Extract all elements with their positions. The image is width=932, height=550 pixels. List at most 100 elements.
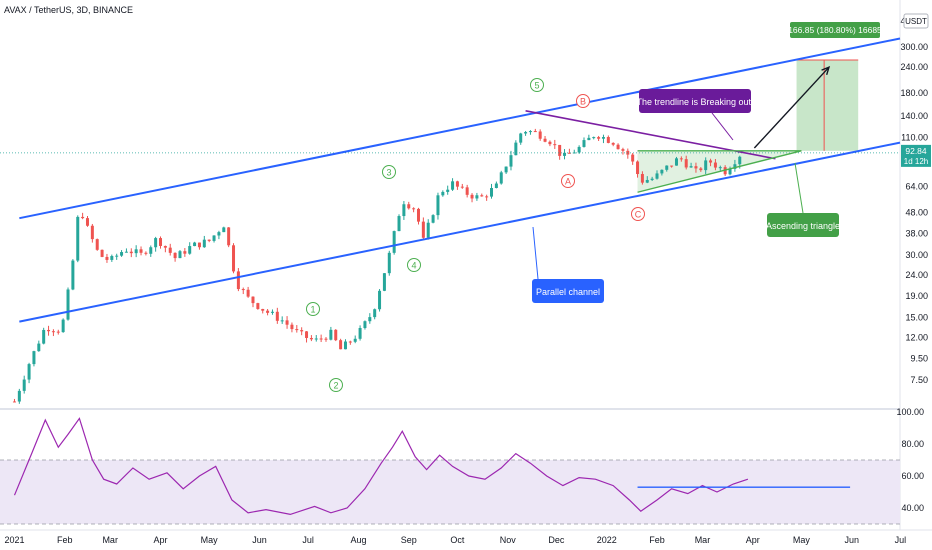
candle-body [738, 156, 742, 165]
candle-body [178, 251, 182, 259]
candle-body [42, 329, 46, 344]
price-tick-label: 15.00 [905, 312, 928, 322]
candle-body [397, 216, 401, 232]
candle-body [266, 310, 270, 313]
time-tick-label: Feb [57, 535, 73, 545]
candle-body [572, 152, 576, 154]
candle-body [285, 320, 289, 325]
candle-body [679, 158, 683, 160]
price-tick-label: 24.00 [905, 270, 928, 280]
candle-body [426, 222, 430, 238]
candle-body [713, 162, 717, 168]
candle-body [95, 239, 99, 250]
candle-body [163, 245, 167, 248]
candle-body [509, 155, 513, 167]
rsi-line [13, 417, 749, 516]
wave-label-c: C [631, 207, 645, 221]
projection-arrowhead [821, 66, 831, 76]
candle-body [358, 328, 362, 339]
price-tick-label: 240.00 [900, 62, 928, 72]
candle-body [392, 231, 396, 253]
candle-body [514, 142, 518, 156]
candle-body [577, 146, 581, 153]
candle-body [470, 194, 474, 199]
candle-body [490, 188, 494, 197]
candle-body [197, 242, 201, 248]
candle-body [168, 247, 172, 253]
candle-body [105, 256, 109, 260]
projection-arrow[interactable] [753, 66, 830, 149]
countdown-value: 1d 12h [904, 157, 928, 166]
time-tick-label: 2022 [597, 535, 617, 545]
candle-body [431, 215, 435, 223]
triangle-callout[interactable]: Ascending triangle [766, 162, 840, 237]
candle-body [270, 311, 274, 313]
candle-body [373, 309, 377, 318]
price-tick-label: 180.00 [900, 88, 928, 98]
triangle-support-line[interactable] [637, 150, 802, 193]
wave-label-a: A [561, 174, 575, 188]
trendline-callout[interactable]: The trendline is Breaking out! [636, 89, 754, 141]
candle-body [684, 159, 688, 168]
rsi-axis[interactable]: 100.00 80.00 60.00 40.00 [896, 407, 924, 513]
currency-badge[interactable]: USDT [903, 13, 929, 29]
candle-body [202, 239, 206, 248]
candle-body [275, 311, 279, 321]
channel-callout[interactable]: Parallel channel [532, 226, 604, 303]
pane-divider[interactable] [0, 408, 900, 410]
candle-body [183, 251, 187, 254]
candle-body [90, 225, 94, 240]
candle-body [616, 144, 620, 150]
rsi-band [0, 460, 900, 524]
candle-body [436, 195, 440, 216]
wave-label-5: 5 [530, 78, 544, 92]
time-tick-label: Apr [746, 535, 760, 545]
candle-body [694, 166, 698, 169]
candle-body [563, 152, 567, 156]
candle-body [71, 260, 75, 290]
time-tick-label: Apr [153, 535, 167, 545]
wave-label-1: 1 [306, 302, 320, 316]
time-tick-label: Jun [844, 535, 859, 545]
channel-lower-line[interactable] [19, 141, 901, 323]
time-tick-label: Mar [102, 535, 118, 545]
time-tick-label: 2021 [4, 535, 24, 545]
candle-body [251, 296, 255, 304]
candle-body [22, 379, 26, 391]
price-tick-label: 12.00 [905, 332, 928, 342]
candle-body [611, 142, 615, 145]
candle-body [451, 181, 455, 190]
candle-body [51, 331, 55, 333]
time-axis[interactable]: 2021 Feb Mar Apr May Jun Jul Aug Sep Oct Nov Dec 202… [4, 535, 906, 545]
candle-body [66, 289, 70, 320]
channel-callout-pointer [532, 226, 539, 280]
candle-body [290, 324, 294, 330]
time-tick-label: Dec [548, 535, 565, 545]
symbol-title[interactable]: AVAX / TetherUS, 3D, BINANCE [4, 5, 133, 15]
candle-body [504, 166, 508, 173]
candle-body [305, 331, 309, 338]
price-tick-label: 300.00 [900, 42, 928, 52]
candle-body [188, 246, 192, 254]
candle-body [110, 256, 114, 260]
candle-body [597, 137, 601, 139]
price-tick-label: 48.00 [905, 207, 928, 217]
candle-body [621, 149, 625, 151]
candle-body [674, 158, 678, 166]
candle-body [236, 271, 240, 290]
candle-body [421, 221, 425, 238]
candle-body [149, 247, 153, 254]
candle-body [334, 329, 338, 341]
candle-body [339, 340, 343, 350]
candle-body [446, 189, 450, 192]
channel-upper-line[interactable] [19, 37, 901, 220]
time-tick-label: Oct [450, 535, 465, 545]
target-zone[interactable] [796, 59, 859, 151]
time-tick-label: Sep [401, 535, 417, 545]
candle-body [139, 249, 143, 253]
time-tick-label: May [201, 535, 219, 545]
candle-body [115, 255, 119, 257]
candle-body [56, 331, 60, 333]
candle-body [329, 329, 333, 340]
